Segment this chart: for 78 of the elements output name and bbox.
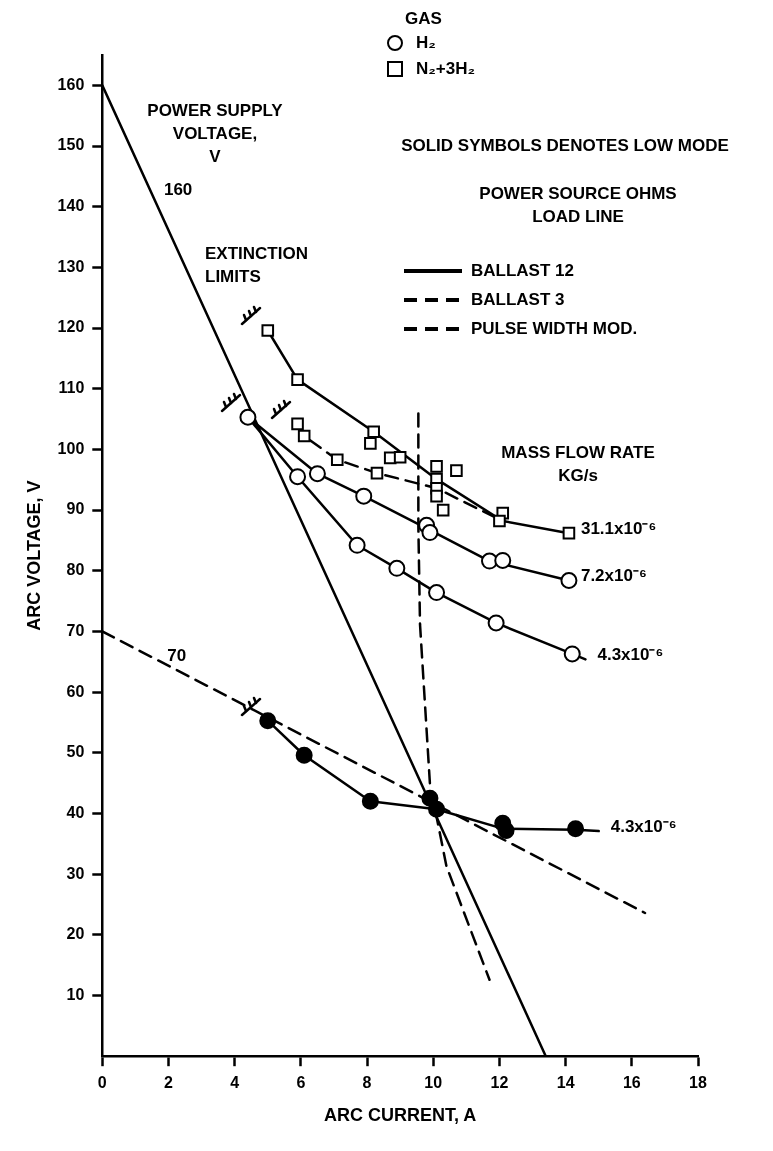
y-tick-label: 130	[57, 257, 85, 275]
point	[450, 464, 463, 477]
point	[388, 559, 406, 577]
annotation: 31.1x10⁻⁶	[580, 518, 657, 538]
point	[291, 373, 304, 386]
annotation: EXTINCTION LIMITS	[205, 243, 308, 288]
point	[364, 437, 377, 450]
x-tick-label: 4	[230, 1074, 240, 1092]
point	[239, 408, 257, 426]
y-tick-label: 40	[66, 803, 85, 821]
y-tick-label: 100	[57, 439, 85, 457]
y-tick-label: 140	[57, 197, 85, 215]
point	[330, 453, 344, 467]
x-tick-label: 0	[97, 1074, 107, 1092]
point	[367, 425, 380, 439]
legend-label: BALLAST 3	[471, 289, 565, 311]
point	[291, 417, 304, 431]
point	[563, 645, 581, 663]
annotation: POWER SUPPLY VOLTAGE, V	[147, 101, 283, 166]
x-tick-label: 10	[424, 1074, 443, 1092]
point	[370, 466, 384, 480]
point	[430, 489, 443, 503]
point	[562, 526, 576, 540]
x-tick-label: 2	[164, 1074, 174, 1092]
y-axis-title: ARC VOLTAGE, V	[23, 480, 44, 631]
annotation: MASS FLOW RATE KG/s	[500, 442, 656, 487]
point	[348, 536, 366, 554]
x-tick-label: 14	[556, 1074, 575, 1092]
x-tick-label: 16	[622, 1074, 641, 1092]
legend-label: BALLAST 12	[471, 260, 574, 282]
point	[493, 514, 506, 528]
annotation: 70	[167, 646, 187, 666]
y-tick-label: 10	[66, 985, 85, 1003]
point	[487, 614, 505, 632]
y-tick-label: 50	[66, 743, 85, 761]
x-tick-label: 18	[689, 1074, 707, 1092]
point	[261, 324, 275, 337]
x-tick-label: 6	[296, 1074, 306, 1092]
y-tick-label: 20	[66, 925, 85, 943]
annotation: POWER SOURCE OHMS LOAD LINE	[478, 183, 678, 228]
point	[297, 429, 311, 443]
point	[567, 820, 585, 838]
point	[289, 468, 307, 486]
y-tick-label: 60	[66, 682, 85, 700]
annotation: 4.3x10⁻⁶	[597, 645, 664, 665]
y-tick-label: 120	[57, 318, 85, 336]
point	[259, 712, 277, 730]
point	[355, 487, 373, 505]
legend-label: PULSE WIDTH MOD.	[471, 318, 638, 340]
legend-label: N₂+3H₂	[416, 58, 476, 80]
y-tick-label: 150	[57, 136, 85, 154]
point	[560, 571, 578, 589]
point	[393, 451, 407, 464]
y-tick-label: 110	[58, 379, 85, 397]
point	[494, 551, 512, 569]
x-tick-label: 8	[362, 1074, 372, 1092]
legend-label: H₂	[416, 32, 436, 54]
point	[428, 800, 446, 818]
point	[421, 524, 439, 542]
point	[430, 460, 443, 473]
annotation: 4.3x10⁻⁶	[610, 816, 677, 836]
x-axis-title: ARC CURRENT, A	[323, 1105, 477, 1126]
y-tick-label: 30	[66, 864, 85, 882]
annotation: 7.2x10⁻⁶	[580, 566, 647, 586]
point	[361, 792, 379, 810]
point	[428, 584, 446, 602]
annotation: SOLID SYMBOLS DENOTES LOW MODE	[400, 135, 730, 157]
point	[295, 746, 313, 764]
point	[497, 821, 515, 839]
y-tick-label: 160	[57, 75, 85, 93]
point	[308, 465, 326, 483]
y-tick-label: 90	[66, 500, 85, 518]
y-tick-label: 80	[66, 561, 85, 579]
legend-title: GAS	[405, 8, 442, 30]
x-tick-label: 12	[490, 1074, 509, 1092]
y-tick-label: 70	[66, 621, 85, 639]
point	[436, 503, 450, 517]
annotation: 160	[163, 180, 193, 200]
